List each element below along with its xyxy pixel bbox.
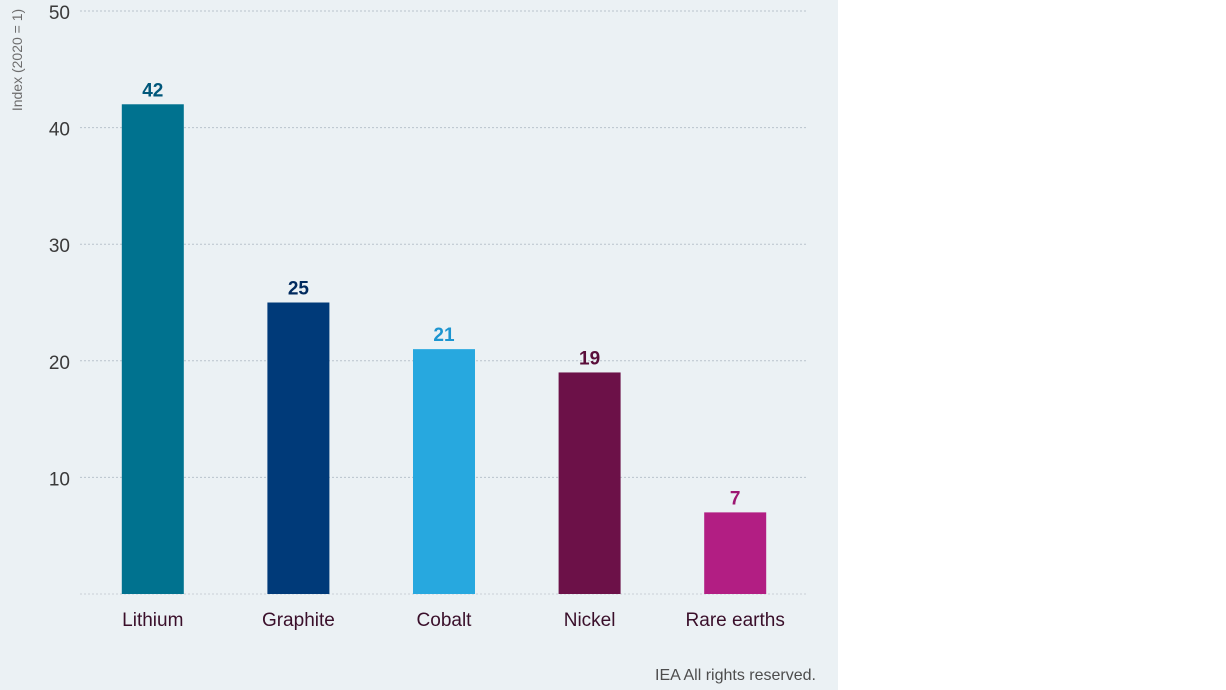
data-label: 42 [142, 80, 163, 101]
chart-panel: 10 20 30 40 50 42 Lithium 25 Graphite 21 Cobalt 19 N… [0, 0, 838, 690]
bar [704, 512, 767, 594]
y-tick-label: 40 [49, 120, 70, 141]
x-tick-label: Graphite [262, 610, 335, 631]
bar [121, 104, 184, 594]
x-tick-label: Lithium [122, 610, 183, 631]
data-label: 25 [288, 279, 310, 300]
y-tick-label: 20 [49, 353, 70, 374]
x-tick-label: Nickel [564, 610, 616, 631]
credit-text: IEA All rights reserved. [655, 667, 816, 684]
bar [413, 349, 475, 594]
x-tick-label: Rare earths [686, 610, 785, 631]
y-tick-label: 50 [49, 3, 70, 24]
data-label: 21 [433, 325, 455, 346]
bar [558, 372, 621, 594]
data-label: 7 [730, 488, 741, 509]
data-label: 19 [579, 348, 600, 369]
bar [267, 302, 330, 594]
bar-chart: 10 20 30 40 50 42 Lithium 25 Graphite 21 Cobalt 19 N… [49, 3, 808, 631]
x-tick-label: Cobalt [417, 610, 473, 631]
y-tick-label: 30 [49, 236, 70, 257]
y-tick-label: 10 [49, 469, 70, 490]
y-axis-label: Index (2020 = 1) [9, 8, 25, 112]
